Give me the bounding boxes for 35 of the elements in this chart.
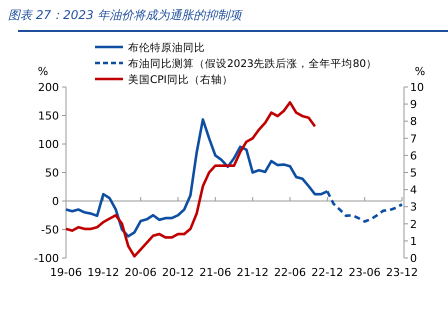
line-series <box>64 101 316 258</box>
x-tick-label: 20-12 <box>162 266 194 279</box>
y2-tick-label: 5 <box>410 166 417 180</box>
legend-label: 布油同比测算（假设2023先跌后涨，全年平均80） <box>128 57 378 70</box>
y2-tick-label: 9 <box>410 98 417 112</box>
y-tick-label: -50 <box>41 224 59 236</box>
y2-tick-label: 10 <box>410 81 424 94</box>
chart-title: 图表 27：2023 年油价将成为通胀的抑制项 <box>8 8 244 22</box>
y2-tick-label: 8 <box>410 115 417 128</box>
x-tick-label: 20-06 <box>124 266 157 279</box>
y2-tick-label: 1 <box>410 234 417 248</box>
x-tick-label: 21-06 <box>199 266 232 279</box>
y2-tick-label: 6 <box>410 149 417 162</box>
x-tick-label: 22-06 <box>274 266 306 279</box>
y-axis-title: % <box>38 65 48 78</box>
y2-tick-label: 7 <box>410 132 417 146</box>
y-tick-label: -100 <box>34 252 59 265</box>
y-tick-label: 100 <box>38 138 59 151</box>
legend-label: 布伦特原油同比 <box>128 41 205 54</box>
y2-tick-label: 4 <box>410 184 417 197</box>
y2-axis-title: % <box>414 65 426 78</box>
y2-tick-label: 0 <box>410 252 417 265</box>
legend-label: 美国CPI同比（右轴） <box>128 73 233 86</box>
x-tick-label: 23-06 <box>348 266 381 279</box>
x-tick-label: 22-12 <box>311 266 344 279</box>
y-tick-label: 50 <box>45 166 59 180</box>
y2-tick-label: 2 <box>410 218 417 231</box>
x-tick-label: 21-12 <box>236 266 269 279</box>
y2-tick-label: 3 <box>410 200 417 214</box>
x-tick-label: 19-06 <box>50 266 82 279</box>
x-tick-label: 19-12 <box>87 266 120 279</box>
y-tick-label: 0 <box>52 195 59 208</box>
y-tick-label: 200 <box>38 81 59 94</box>
x-tick-label: 23-12 <box>386 266 418 279</box>
y-tick-label: 150 <box>38 110 59 122</box>
